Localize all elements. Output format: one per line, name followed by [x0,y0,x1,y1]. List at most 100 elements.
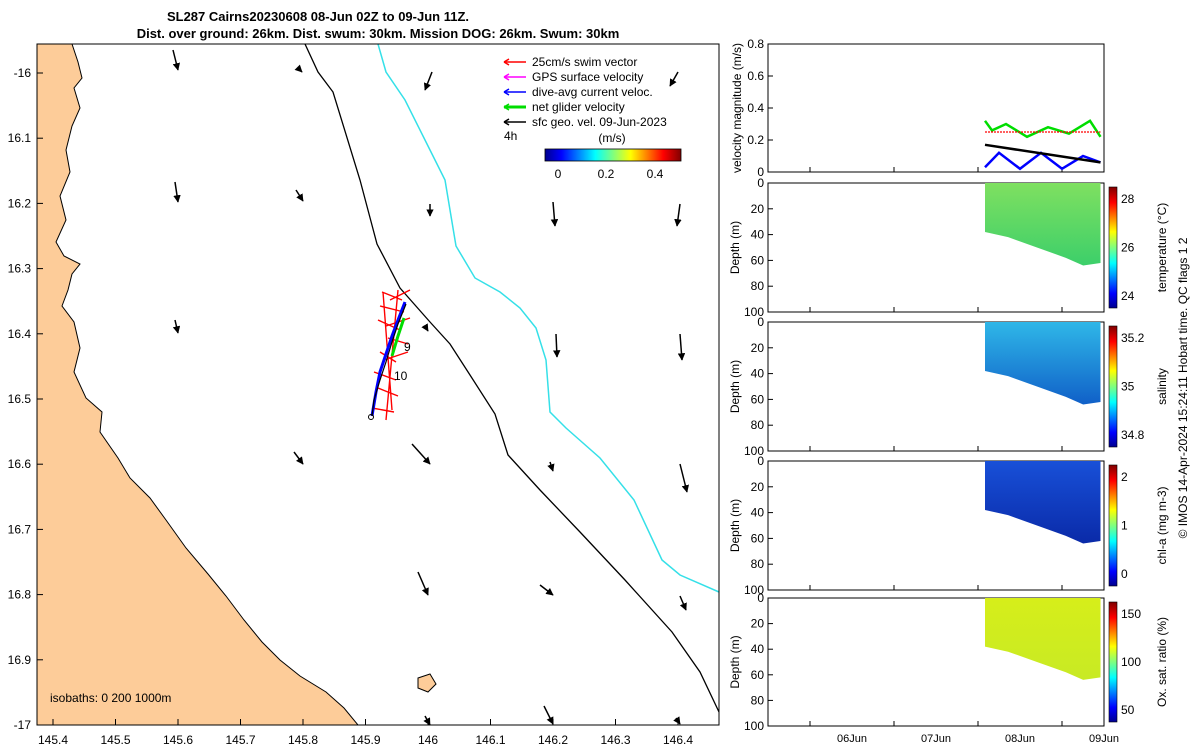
colorbar-tick-label: 28 [1121,192,1135,206]
panel-y-tick-label: 0.4 [747,101,764,115]
panel-y-tick-label: 40 [751,228,765,242]
panel-y-tick-label: 40 [751,642,765,656]
profile-heatmap [985,322,1101,405]
map-y-tick-label: 16.1 [8,131,32,145]
legend-arrowhead [503,118,510,126]
panel-y-tick-label: 40 [751,367,765,381]
track-label-10: 10 [394,369,408,383]
panel-frame [767,43,1105,173]
panel-y-tick-label: 60 [751,392,765,406]
colorbar-tick-label: 0 [1121,567,1128,581]
panel-y-tick-label: 60 [751,531,765,545]
panel-y-tick-label: 20 [751,617,765,631]
profile-heatmap [985,183,1101,266]
panel-y-tick-label: 0.8 [747,37,764,51]
colorbar-title: temperature (°C) [1155,203,1169,293]
depth-profile-panel: Depth (m) 0 20 40 60 80 100 24 26 28 temperature (… [728,176,1169,319]
colorbar-title: salinity [1155,368,1169,405]
panel-y-tick-label: 20 [751,341,765,355]
velocity-series-line [984,143,1101,164]
glider-track [368,289,411,421]
panel-y-tick-label: 100 [744,444,764,458]
depth-profile-panel: Depth (m) 0 20 40 60 80 100 50 100 150 Ox. sat. ra… [728,591,1169,745]
legend-label: net glider velocity [532,100,625,114]
panel-y-tick-label: 0 [757,315,764,329]
legend-label: dive-avg current veloc. [532,85,653,99]
legend-arrowhead [503,73,510,81]
map-y-tick-label: 16.6 [8,457,32,471]
panel-y-tick-label: 60 [751,668,765,682]
profile-heatmap [985,598,1101,680]
panel-x-tick-label: 08Jun [1005,733,1035,745]
panel-y-tick-label: 80 [751,279,765,293]
panel-colorbar [1108,325,1118,448]
map-x-axis: 145.4 145.5 145.6 145.7 145.8 145.9 146 146.1 14… [38,719,693,747]
map-x-tick-label: 146.4 [663,733,693,747]
panel-y-tick-label: 20 [751,202,765,216]
legend-arrowhead [503,88,510,96]
colorbar-tick-label: 1 [1121,519,1128,533]
panel-y-tick-label: 100 [744,305,764,319]
panel-y-tick-label: 0.2 [747,133,764,147]
colorbar-title: chl-a (mg m-3) [1155,486,1169,564]
panel-y-label: Depth (m) [728,221,742,274]
profile-heatmap [985,461,1101,544]
depth-profile-panel: Depth (m) 0 20 40 60 80 100 34.8 35 35.2 salinity [728,315,1169,458]
colorbar-tick: 0 [555,167,562,181]
panel-y-tick-label: 0 [757,165,764,179]
colorbar-tick: 0.4 [647,167,664,181]
legend-arrowhead [503,103,510,111]
panel-colorbar [1108,601,1118,723]
panel-y-tick-label: 0 [757,176,764,190]
map-y-tick-label: 16.7 [8,522,32,536]
map-panel: 9 10 145.4 145.5 145.6 145.7 145.8 145.9 146 14… [8,43,720,747]
map-y-axis: -16 16.1 16.2 16.3 16.4 16.5 16.6 16.7 16.8 16.9 -… [8,66,43,732]
colorbar-tick-label: 100 [1121,655,1141,669]
panel-y-label: Depth (m) [728,499,742,552]
map-y-tick-label: 16.2 [8,196,32,210]
map-x-tick-label: 145.4 [38,733,68,747]
colorbar-tick-label: 150 [1121,607,1141,621]
colorbar-label: (m/s) [598,131,625,145]
colorbar-tick-label: 2 [1121,470,1128,484]
map-y-tick-label: 16.9 [8,653,32,667]
isobaths-label: isobaths: 0 200 1000m [50,691,171,705]
legend-label: sfc geo. vel. 09-Jun-2023 [532,115,667,129]
isobath-1000 [377,44,719,593]
panel-colorbar [1108,186,1118,309]
colorbar-title: Ox. sat. ratio (%) [1155,617,1169,707]
isobath-200 [304,44,719,713]
map-x-tick-label: 146.3 [600,733,630,747]
panel-y-tick-label: 80 [751,693,765,707]
panel-y-tick-label: 20 [751,480,765,494]
legend-arrowhead [503,58,510,66]
map-y-tick-label: -16 [14,66,32,80]
colorbar-tick-label: 50 [1121,703,1135,717]
panel-y-tick-label: 0 [757,591,764,605]
panel-y-tick-label: 0 [757,454,764,468]
panel-y-tick-label: 40 [751,506,765,520]
map-x-tick-label: 145.6 [163,733,193,747]
colorbar-tick-label: 26 [1121,241,1135,255]
map-x-tick-label: 145.9 [350,733,380,747]
chart-title-line1: SL287 Cairns20230608 08-Jun 02Z to 09-Ju… [167,9,469,24]
map-y-tick-label: 16.8 [8,588,32,602]
panel-y-label: Depth (m) [728,635,742,688]
panel-y-tick-label: 60 [751,253,765,267]
map-x-tick-label: 145.8 [288,733,318,747]
map-x-tick-label: 146 [418,733,438,747]
panel-colorbar [1108,464,1118,587]
map-y-tick-label: 16.3 [8,262,32,276]
panel-x-tick-label: 09Jun [1089,733,1119,745]
map-y-tick-label: 16.4 [8,327,32,341]
map-y-tick-label: 16.5 [8,392,32,406]
velocity-panel: velocity magnitude (m/s) 0 0.2 0.4 0.6 0.8 [730,37,1105,179]
colorbar-tick-label: 24 [1121,289,1135,303]
profile-panels: velocity magnitude (m/s) 0 0.2 0.4 0.6 0.8 Dep… [728,37,1169,745]
map-colorbar [544,148,682,162]
legend-label: GPS surface velocity [532,70,643,84]
colorbar-tick: 0.2 [598,167,615,181]
map-land [37,44,359,725]
